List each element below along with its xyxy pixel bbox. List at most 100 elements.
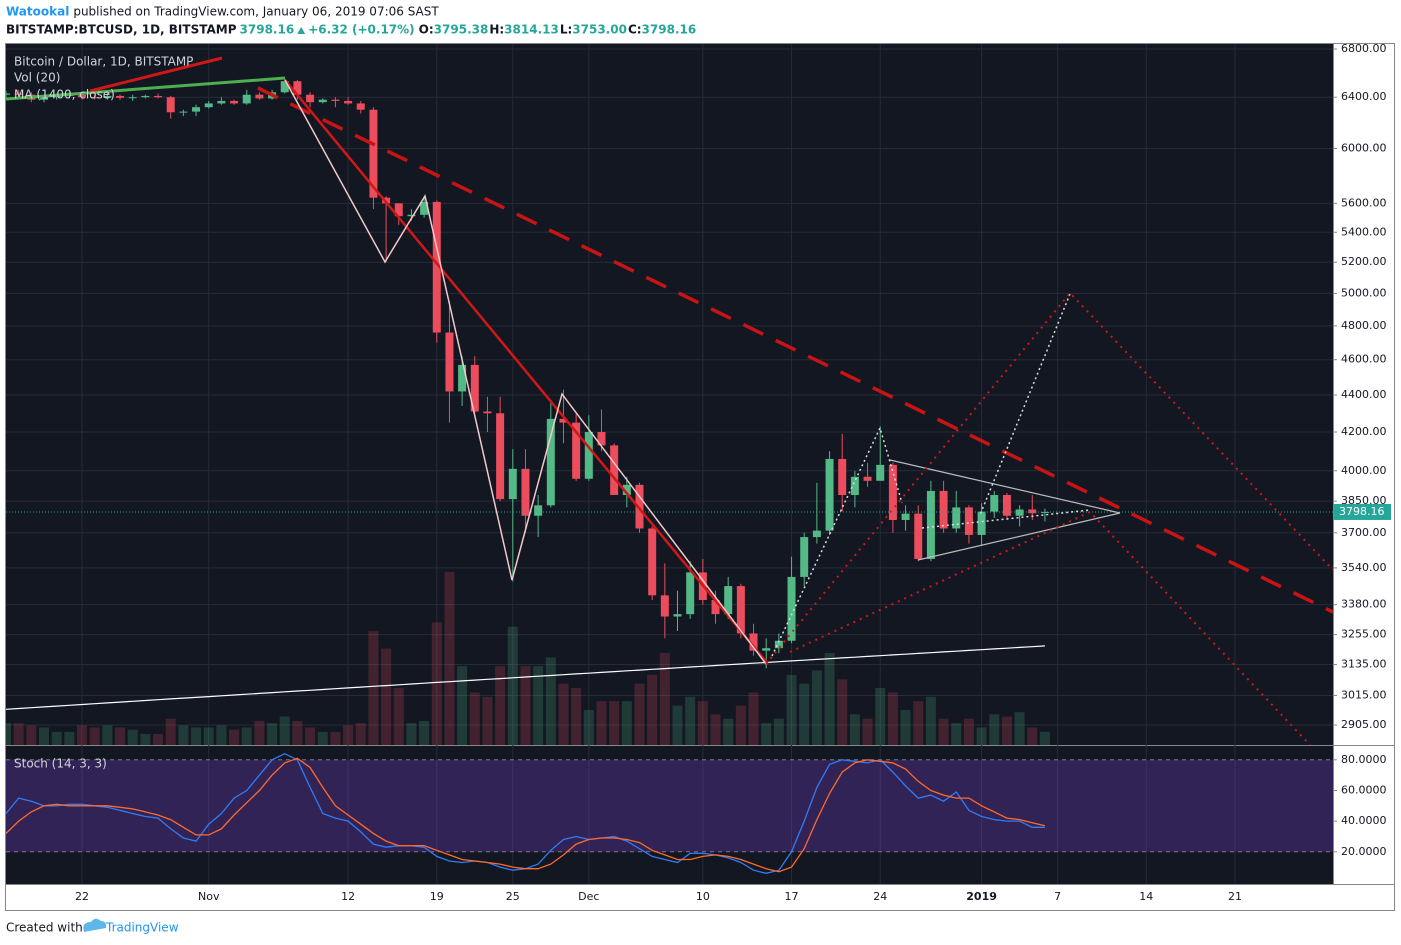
volume-bar: [799, 683, 810, 745]
y-tick-label: 6400.00: [1341, 90, 1387, 103]
trend-line: [284, 79, 769, 665]
candle-body: [990, 495, 999, 512]
candle-body: [660, 595, 669, 617]
volume-bar: [457, 666, 468, 745]
candle-body: [977, 511, 986, 535]
x-tick-label: 22: [75, 890, 89, 903]
pane-background: [6, 44, 1333, 884]
volume-bar: [115, 727, 126, 745]
candle-body: [179, 111, 188, 113]
candle-body: [6, 93, 10, 95]
legend-volume: Vol (20): [14, 71, 60, 85]
x-tick-label: Nov: [198, 890, 220, 903]
candle-body: [724, 586, 733, 615]
volume-bar: [520, 666, 531, 745]
y-tick-label: 4200.00: [1341, 425, 1387, 438]
volume-bar: [773, 718, 784, 745]
candle-body: [914, 513, 923, 559]
stoch-pane: [6, 752, 1333, 874]
triangle: [889, 459, 1121, 561]
y-tick-label: 4000.00: [1341, 464, 1387, 477]
candle-body: [572, 422, 581, 479]
volume-bar: [634, 683, 645, 745]
candle-body: [850, 476, 859, 496]
volume-bar: [64, 731, 75, 745]
volume-bar: [77, 725, 88, 745]
volume-bar: [89, 727, 100, 745]
candle-body: [141, 95, 150, 98]
candle-body: [648, 528, 657, 596]
ohlc-key: H:: [489, 23, 504, 37]
candle-body: [762, 648, 771, 651]
volume-bar: [317, 731, 328, 745]
candle-body: [901, 513, 910, 520]
volume-bar: [925, 696, 936, 745]
candle-body: [217, 100, 226, 104]
volume-bar: [849, 714, 860, 745]
candle-body: [445, 332, 454, 392]
volume-bar: [1027, 727, 1038, 745]
volume-bar: [672, 705, 683, 745]
candle-body: [407, 214, 416, 217]
candle-body: [242, 94, 251, 104]
volume-bar: [938, 718, 949, 745]
ohlc-value: 3798.16: [642, 23, 697, 37]
candle-body: [521, 468, 530, 516]
volume-bar: [989, 714, 1000, 745]
author[interactable]: Watookal: [6, 5, 69, 19]
candle-body: [534, 505, 543, 516]
header-line: BITSTAMP:BTCUSD, 1D, BITSTAMP 3798.16 +6…: [6, 23, 696, 37]
grid: [6, 44, 1333, 884]
volume-bar: [368, 631, 379, 745]
volume-bar: [51, 731, 62, 745]
y-tick-label: 5200.00: [1341, 255, 1387, 268]
volume-bar: [26, 725, 37, 745]
volume-bar: [355, 723, 366, 745]
volume-bar: [469, 692, 480, 745]
volume-bar: [292, 720, 303, 745]
frame: [5, 43, 1395, 911]
ohlc-value: 3795.38: [434, 23, 489, 37]
x-tick-label: 7: [1054, 890, 1061, 903]
candle-body: [711, 599, 720, 615]
candle-body: [458, 364, 467, 392]
volume-bar: [153, 734, 164, 745]
volume-bar: [165, 718, 176, 745]
volume-bar: [748, 692, 759, 745]
candle-body: [128, 97, 137, 99]
candle-body: [584, 432, 593, 479]
volume-bar: [837, 679, 848, 745]
y-tick-label: 3850.00: [1341, 494, 1387, 507]
volume-bar: [786, 674, 797, 745]
candle-body: [610, 445, 619, 496]
volume-bar: [609, 701, 620, 745]
volume-bar: [621, 701, 632, 745]
candle-body: [90, 97, 99, 99]
brand[interactable]: TradingView: [105, 921, 179, 935]
candle-body: [306, 94, 315, 103]
y-tick-label: 5400.00: [1341, 225, 1387, 238]
candle-body: [964, 507, 973, 535]
x-tick-label: 21: [1228, 890, 1242, 903]
candle-body: [483, 411, 492, 414]
candle-body: [293, 81, 302, 95]
candle-body: [369, 109, 378, 198]
y-tick-label: 4800.00: [1341, 319, 1387, 332]
volume-bar: [406, 723, 417, 745]
x-tick-label: 24: [873, 890, 887, 903]
candle-body: [204, 103, 213, 108]
volume-bar: [241, 727, 252, 745]
legend-stoch: Stoch (14, 3, 3): [14, 757, 107, 771]
x-tick-label: Dec: [578, 890, 599, 903]
candle-body: [939, 490, 948, 529]
x-tick-label: 12: [341, 890, 355, 903]
volume-bar: [558, 683, 569, 745]
volume-bar: [583, 709, 594, 745]
candle-body: [736, 586, 745, 634]
volume-bar: [381, 648, 392, 745]
created-with: Created with: [6, 921, 83, 935]
volume-bar: [900, 709, 911, 745]
volume-bar: [191, 727, 202, 745]
volume-bar: [203, 727, 214, 745]
